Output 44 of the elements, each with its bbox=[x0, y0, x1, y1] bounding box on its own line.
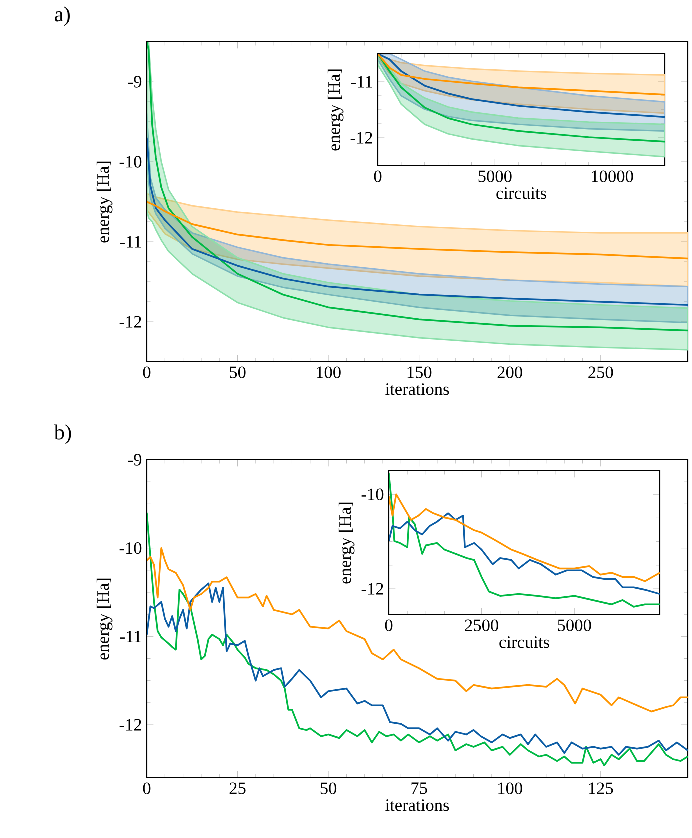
x-tick-label: 50 bbox=[320, 782, 337, 794]
line-series bbox=[147, 582, 688, 756]
y-tick-label: -11 bbox=[351, 76, 372, 88]
line-series bbox=[378, 54, 666, 96]
y-axis-title: energy [Ha] bbox=[96, 578, 113, 660]
chart-title: b) bbox=[54, 424, 72, 444]
y-axis-title: energy [Ha] bbox=[338, 502, 355, 584]
y-tick-label: -10 bbox=[120, 156, 142, 168]
y-tick-label: -11 bbox=[120, 236, 142, 248]
line-series bbox=[389, 512, 660, 596]
y-tick-label: -9 bbox=[128, 76, 142, 88]
y-tick-label: -10 bbox=[120, 542, 142, 554]
y-tick-label: -12 bbox=[362, 583, 384, 595]
x-tick-label: 50 bbox=[230, 366, 246, 378]
x-tick-label: 75 bbox=[412, 782, 428, 794]
x-tick-label: 0 bbox=[385, 620, 393, 632]
x-tick-label: 10000 bbox=[592, 170, 634, 182]
x-axis-title: circuits bbox=[496, 188, 546, 200]
x-tick-label: 150 bbox=[408, 366, 432, 378]
y-axis-title: energy [Ha] bbox=[328, 70, 344, 151]
x-tick-label: 5000 bbox=[558, 620, 592, 632]
x-tick-label: 200 bbox=[498, 366, 522, 378]
y-tick-label: -12 bbox=[350, 132, 372, 144]
x-tick-label: 0 bbox=[143, 782, 151, 794]
x-tick-label: 0 bbox=[143, 366, 151, 378]
chart-title: a) bbox=[55, 6, 70, 26]
line-series bbox=[147, 201, 688, 260]
y-tick-label: -12 bbox=[120, 316, 142, 328]
x-tick-label: 5000 bbox=[478, 170, 512, 182]
x-tick-label: 2500 bbox=[465, 620, 498, 632]
y-tick-label: -11 bbox=[120, 630, 142, 642]
x-axis-title: iterations bbox=[386, 800, 450, 812]
x-tick-label: 125 bbox=[589, 782, 614, 794]
y-axis-title: energy [Ha] bbox=[96, 162, 113, 243]
y-tick-label: -12 bbox=[120, 719, 142, 731]
y-tick-label: -10 bbox=[362, 488, 384, 500]
x-tick-label: 25 bbox=[230, 782, 246, 794]
x-axis-title: iterations bbox=[386, 384, 450, 396]
x-tick-label: 100 bbox=[498, 782, 522, 794]
y-tick-label: -9 bbox=[128, 454, 142, 466]
x-axis-title: circuits bbox=[500, 636, 550, 648]
x-tick-label: 250 bbox=[588, 366, 614, 378]
x-tick-label: 0 bbox=[374, 170, 382, 182]
x-tick-label: 100 bbox=[317, 366, 341, 378]
